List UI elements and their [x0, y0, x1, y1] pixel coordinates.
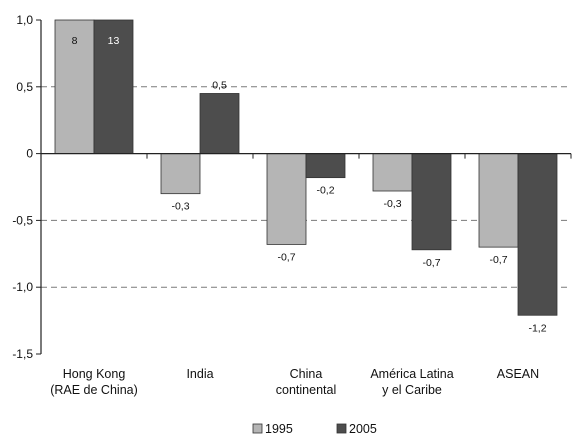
category-label-0-1: (RAE de China) [50, 383, 138, 397]
category-label-0-0: Hong Kong [63, 367, 126, 381]
category-label-2-0: China [290, 367, 323, 381]
data-label-2005-1: 0,5 [212, 79, 227, 91]
data-label-2005-0: 13 [108, 35, 120, 47]
bar-2005-1 [199, 93, 240, 155]
bar-1995-3 [372, 153, 413, 192]
data-label-1995-4: -0,7 [489, 254, 507, 266]
category-label-1-0: India [186, 367, 213, 381]
data-label-2005-4: -1,2 [528, 322, 546, 334]
legend-label-1995: 1995 [265, 422, 293, 436]
y-tick-label-2: 0 [26, 147, 33, 161]
category-label-4-0: ASEAN [497, 367, 539, 381]
bar-2005-3 [411, 153, 452, 251]
y-tick-label-5: -1,5 [12, 347, 33, 361]
data-labels: 8 -0,3 -0,7 -0,3 -0,7 13 0,5 -0,2 -0,7 -1,2 [72, 35, 547, 334]
legend: 1995 2005 [252, 422, 377, 436]
bar-2005-2 [305, 153, 346, 179]
y-tick-label-3: -0,5 [12, 213, 33, 227]
bar-1995-1 [160, 153, 201, 195]
y-tick-label-0: 1,0 [16, 13, 33, 27]
category-label-2-1: continental [276, 383, 336, 397]
y-tick-label-4: -1,0 [12, 280, 33, 294]
y-tick-label-1: 0,5 [16, 80, 33, 94]
y-axis-ticks: 1,0 0,5 0 -0,5 -1,0 -1,5 [12, 13, 41, 361]
bar-2005-0 [93, 19, 134, 155]
category-label-3-1: y el Caribe [382, 383, 442, 397]
data-label-1995-2: -0,7 [277, 251, 295, 263]
legend-label-2005: 2005 [349, 422, 377, 436]
data-label-1995-3: -0,3 [383, 198, 401, 210]
data-label-2005-3: -0,7 [422, 257, 440, 269]
bars [54, 19, 558, 316]
category-labels: Hong Kong (RAE de China) India China contine… [50, 367, 539, 397]
legend-swatch-1995 [252, 423, 263, 434]
bar-2005-4 [517, 153, 558, 316]
data-label-1995-1: -0,3 [171, 201, 189, 213]
data-label-2005-2: -0,2 [316, 185, 334, 197]
legend-swatch-2005 [336, 423, 347, 434]
category-label-3-0: América Latina [370, 367, 453, 381]
data-label-1995-0: 8 [72, 35, 78, 47]
axes [40, 20, 572, 354]
bar-1995-4 [478, 153, 519, 248]
bar-1995-0 [54, 19, 95, 155]
bar-1995-2 [266, 153, 307, 245]
